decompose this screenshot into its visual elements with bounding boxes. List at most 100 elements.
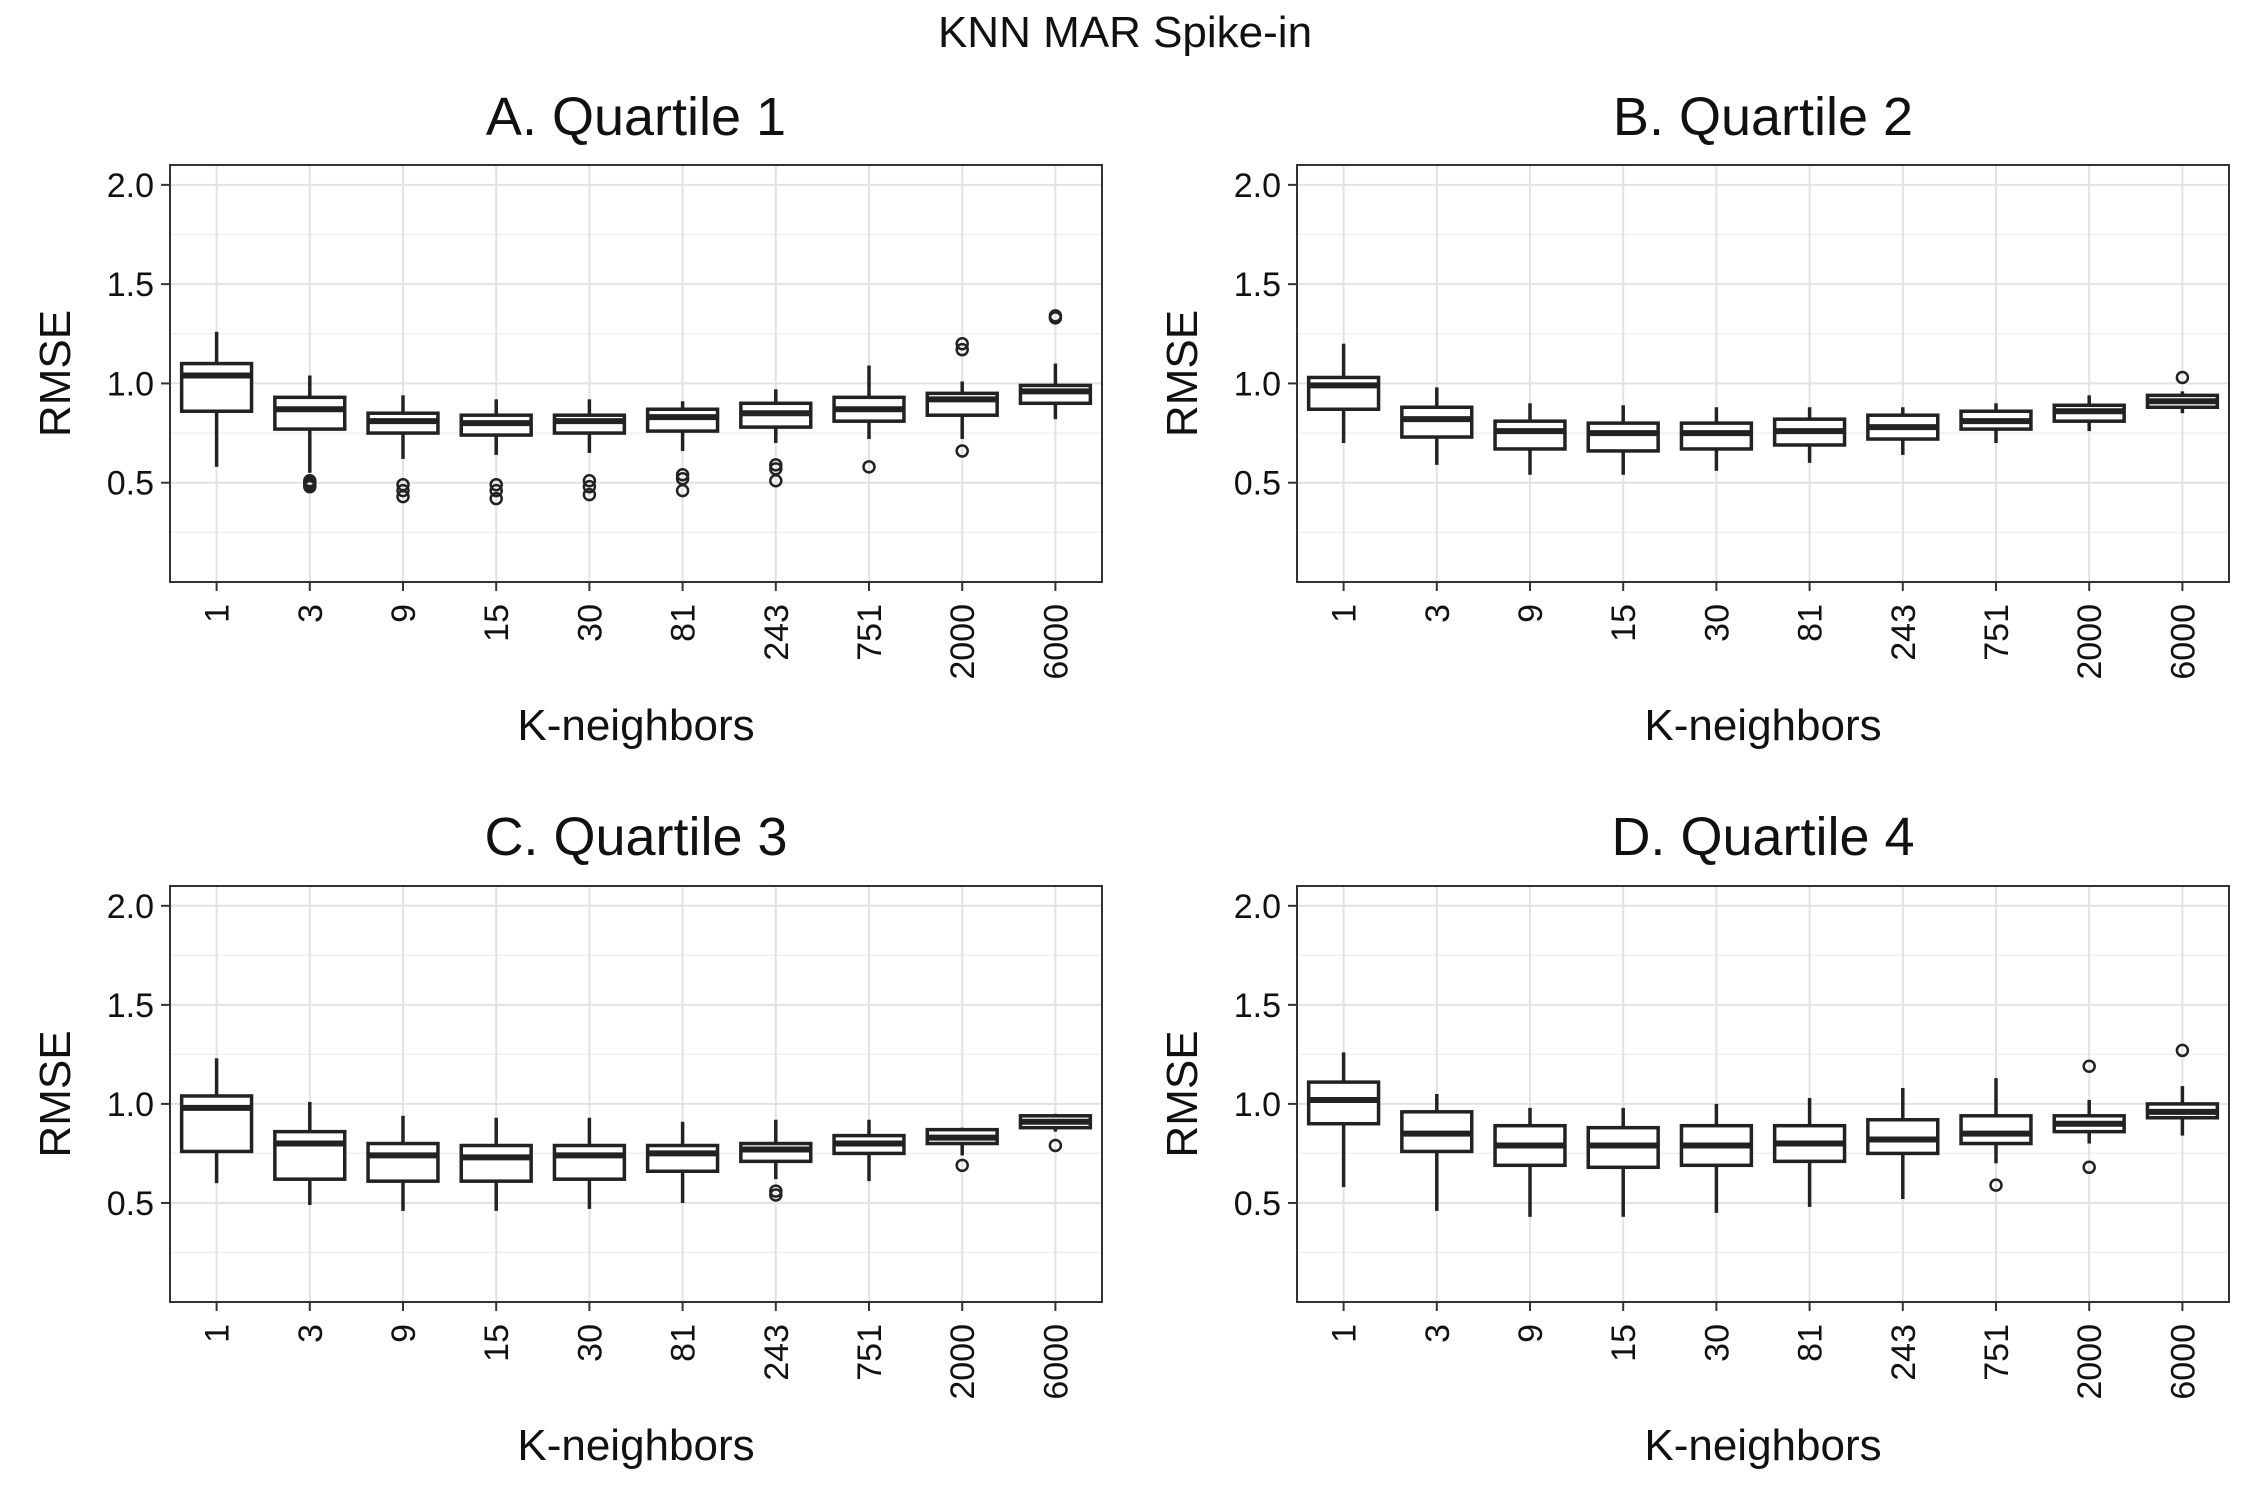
x-tick-label: 30 — [1698, 1324, 1736, 1362]
y-axis-label: RMSE — [31, 1030, 80, 1157]
y-tick-label: 2.0 — [107, 167, 154, 205]
iqr-box — [179, 361, 254, 413]
outlier-point — [2175, 1043, 2190, 1058]
box-243 — [1866, 407, 1940, 455]
x-axis-label: K-neighbors — [517, 1421, 754, 1470]
outlier-point — [582, 473, 597, 488]
panel-border — [1296, 164, 2230, 583]
panel-b: 0.5 1.0 1.5 2.0 1 3 9 15 30 81 243 751 2000 6000 K-nei… — [1158, 87, 2230, 750]
outlier-point — [769, 1188, 783, 1202]
box-1 — [1306, 1052, 1381, 1188]
box-243 — [739, 1119, 813, 1202]
box-3 — [1400, 387, 1474, 465]
x-tick-label: 6000 — [2164, 1324, 2202, 1400]
iqr-box — [179, 1094, 254, 1154]
panel-a: 0.5 1.0 1.5 2.0 1 3 9 15 30 81 243 751 2000 6000 K-nei… — [31, 87, 1103, 750]
y-axis-label: RMSE — [31, 310, 80, 437]
y-tick-label: 0.5 — [107, 465, 154, 503]
box-30 — [1679, 407, 1754, 471]
y-tick-label: 2.0 — [1234, 167, 1281, 205]
outlier-point — [489, 477, 503, 492]
box-3 — [273, 375, 347, 494]
x-tick-label: 243 — [1885, 1324, 1923, 1381]
x-tick-label: 2000 — [944, 1324, 982, 1400]
box-6000 — [2145, 370, 2220, 414]
panel-c: 0.5 1.0 1.5 2.0 1 3 9 15 30 81 243 751 2000 6000 K-nei… — [31, 807, 1103, 1470]
x-tick-label: 15 — [478, 604, 516, 642]
x-axis-label: K-neighbors — [1644, 1421, 1881, 1470]
panel-d: 0.5 1.0 1.5 2.0 1 3 9 15 30 81 243 751 2000 6000 K-nei… — [1158, 807, 2230, 1470]
x-tick-label: 15 — [1605, 604, 1643, 642]
outlier-point — [675, 471, 690, 486]
box-9 — [366, 1115, 440, 1211]
x-tick-label: 243 — [758, 604, 796, 661]
box-751 — [1959, 1078, 2033, 1192]
outlier-point — [769, 1184, 783, 1198]
box-2000 — [2052, 395, 2126, 432]
x-tick-label: 1 — [199, 604, 237, 623]
box-6000 — [1018, 1113, 1093, 1153]
iqr-box — [1586, 421, 1660, 453]
box-9 — [1493, 403, 1567, 475]
outlier-point — [955, 444, 969, 458]
panel-title: C. Quartile 3 — [484, 807, 787, 867]
x-tick-label: 2000 — [2071, 604, 2109, 680]
box-6000 — [2145, 1043, 2220, 1136]
panel-border — [169, 885, 1103, 1303]
iqr-box — [366, 1141, 440, 1183]
x-tick-label: 30 — [1698, 604, 1736, 642]
box-751 — [1959, 403, 2033, 443]
iqr-box — [1493, 419, 1567, 451]
outlier-point — [955, 1158, 969, 1173]
x-tick-label: 751 — [1978, 1324, 2016, 1381]
x-tick-label: 30 — [571, 604, 609, 642]
x-tick-label: 751 — [1978, 604, 2016, 661]
box-30 — [552, 399, 627, 502]
y-tick-label: 1.0 — [107, 365, 154, 403]
box-15 — [459, 399, 533, 506]
y-tick-label: 0.5 — [1234, 1185, 1281, 1223]
x-axis-label: K-neighbors — [517, 701, 754, 750]
box-30 — [552, 1117, 627, 1209]
iqr-box — [273, 395, 347, 431]
iqr-box — [459, 1143, 533, 1183]
outlier-point — [955, 342, 969, 357]
x-tick-label: 2000 — [2071, 1324, 2109, 1400]
box-243 — [739, 389, 813, 488]
iqr-box — [645, 1143, 720, 1174]
x-tick-label: 6000 — [1037, 1324, 1075, 1400]
outlier-point — [955, 336, 969, 351]
box-81 — [1772, 407, 1847, 463]
outlier-point — [396, 483, 410, 498]
outlier-point — [769, 462, 783, 476]
x-tick-label: 243 — [1885, 604, 1923, 661]
box-1 — [1306, 343, 1381, 443]
box-1 — [179, 1058, 254, 1184]
box-3 — [1400, 1094, 1474, 1211]
panel-title: D. Quartile 4 — [1611, 807, 1914, 867]
x-tick-label: 6000 — [1037, 604, 1075, 680]
outlier-point — [1048, 309, 1063, 323]
box-751 — [832, 365, 906, 474]
outlier-point — [2175, 370, 2190, 385]
box-6000 — [1018, 309, 1093, 420]
y-tick-label: 0.5 — [1234, 465, 1281, 503]
panel-title: A. Quartile 1 — [486, 87, 786, 147]
outlier-point — [1989, 1178, 2003, 1192]
x-tick-label: 1 — [1326, 604, 1364, 623]
box-81 — [645, 1121, 720, 1203]
x-tick-label: 243 — [758, 1324, 796, 1381]
iqr-box — [1306, 375, 1381, 411]
x-tick-label: 9 — [385, 1324, 423, 1343]
outlier-point — [489, 483, 503, 498]
y-axis-label: RMSE — [1158, 310, 1207, 437]
x-tick-label: 751 — [851, 1324, 889, 1381]
box-81 — [1772, 1097, 1847, 1207]
y-tick-label: 1.5 — [1234, 987, 1281, 1025]
outlier-point — [769, 458, 783, 472]
y-tick-label: 1.5 — [107, 266, 154, 304]
x-tick-label: 1 — [199, 1324, 237, 1343]
box-2000 — [925, 1127, 999, 1173]
iqr-box — [552, 1143, 627, 1181]
y-tick-label: 2.0 — [107, 888, 154, 926]
